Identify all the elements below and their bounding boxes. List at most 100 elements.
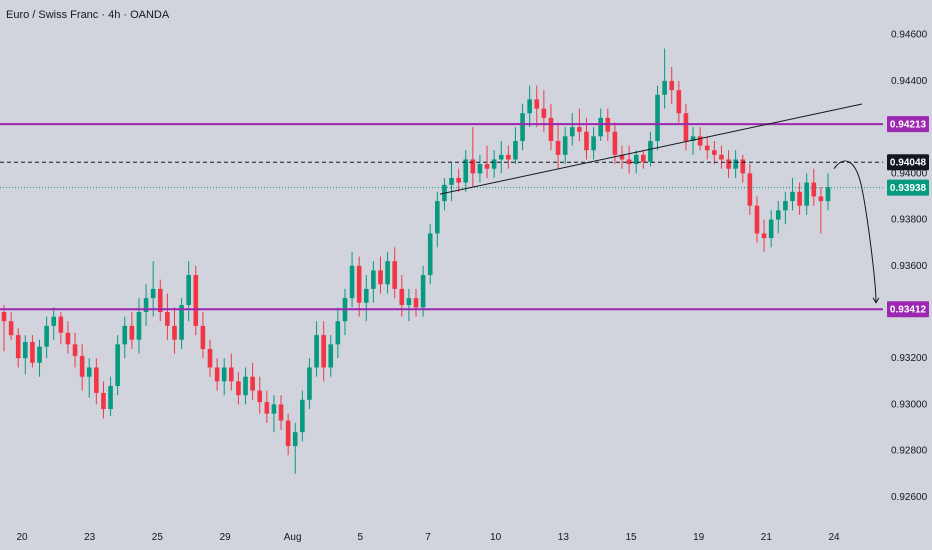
x-tick-label: 25 [152,532,164,543]
candle-body [712,150,717,155]
candle-body [58,316,64,333]
candle-body [257,390,263,403]
candle-body [477,164,483,174]
x-tick-label: 10 [490,532,502,543]
candle-body [115,344,120,386]
candle-body [129,325,135,340]
candle-body [733,159,738,169]
x-tick-label: 23 [84,532,96,543]
price-badge [887,154,929,171]
candle-body [484,164,490,169]
candle-body [690,136,696,141]
candle-body [527,99,532,114]
candle-body [761,233,767,239]
y-tick-label: 0.94000 [891,168,928,179]
candle-body [65,332,71,345]
candle-body [584,131,589,151]
candle-body [30,342,35,363]
x-tick-label: 13 [558,532,570,543]
candle-body [186,275,191,306]
candle-body [44,325,49,347]
candle-body [662,80,667,95]
candle-body [811,182,817,197]
candle-body [626,159,632,165]
candle-body [72,344,78,356]
price-badge [887,116,929,133]
candle-body [747,173,753,206]
candle-body [562,136,568,155]
x-tick-label: 19 [693,532,705,543]
candle-body [754,205,760,234]
candle-body [506,154,511,160]
candle-body [314,335,319,368]
y-tick-label: 0.93800 [891,215,928,226]
candle-body [101,392,106,410]
price-badge [887,179,929,196]
candle-body [413,298,419,308]
candle-body [548,117,554,141]
y-tick-label: 0.92800 [891,446,928,457]
x-tick-label: 5 [358,532,364,543]
chart-title: Euro / Swiss Franc · 4h · OANDA [6,9,170,21]
candle-body [818,196,824,202]
candle-body [250,376,255,391]
candle-body [150,288,156,299]
candle-body [157,288,163,312]
candle-body [399,288,405,306]
candle-body [165,312,170,326]
x-tick-label: 24 [828,532,840,543]
candle-body [94,367,99,393]
y-tick-label: 0.94400 [891,76,928,87]
candle-body [278,404,284,421]
candle-body [214,367,220,382]
candle-body [498,154,504,160]
candle-body [385,261,390,285]
price-badge-label: 0.94213 [890,120,927,131]
candle-body [555,140,561,155]
candle-body [392,261,397,289]
x-tick-label: 20 [16,532,28,543]
candle-body [534,99,540,109]
x-tick-label: Aug [284,532,302,543]
candle-body [676,90,682,114]
candle-body [371,270,376,289]
candle-body [591,136,596,151]
price-badge-label: 0.93938 [890,183,927,194]
candle-body [768,219,774,239]
candle-body [15,335,21,359]
candle-body [236,381,241,396]
candle-body [200,325,206,349]
candle-body [406,298,412,306]
candle-body [143,298,149,312]
projection-arrowhead [872,297,880,304]
candle-body [719,154,724,160]
trendline[interactable] [439,103,863,195]
candle-body [470,159,476,174]
candle-body [427,233,433,276]
candle-body [221,367,227,382]
candle-body [23,342,28,359]
y-tick-label: 0.92600 [891,492,928,503]
candle-body [136,312,142,340]
candle-body [783,201,788,211]
x-tick-label: 21 [761,532,773,543]
candle-body [179,305,184,340]
candle-body [79,355,85,377]
candle-body [108,385,113,410]
candle-body [243,376,248,396]
projection-arrow[interactable] [833,160,877,303]
candle-body [456,177,461,183]
candle-body [577,127,582,132]
x-tick-label: 15 [625,532,637,543]
candle-body [193,275,199,326]
candle-body [349,265,355,299]
candle-body [612,131,618,155]
candle-body [8,321,14,336]
candle-body [797,191,802,206]
candle-body [335,321,341,345]
candle-body [491,159,497,169]
candle-body [619,154,625,160]
candle-body [51,316,57,326]
